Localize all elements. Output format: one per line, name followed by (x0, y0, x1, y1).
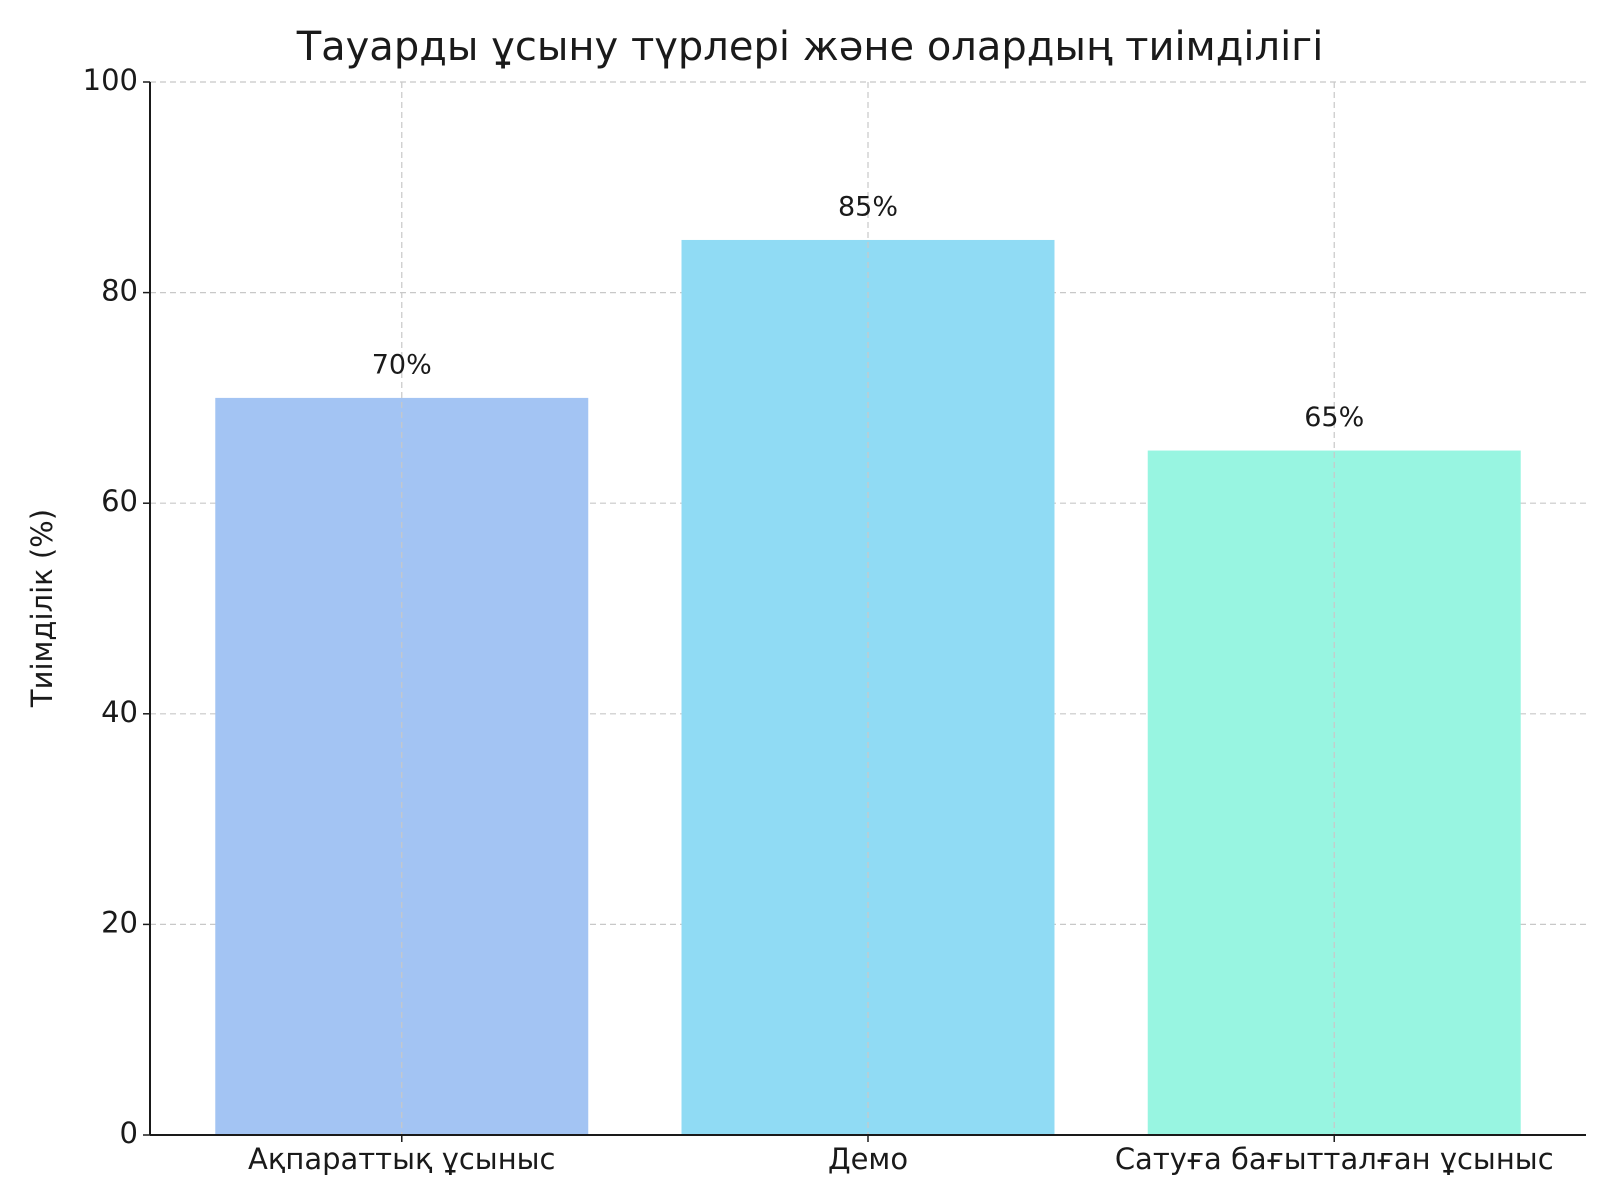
chart-title: Тауарды ұсыну түрлері және олардың тиімд… (296, 24, 1324, 70)
y-axis-label: Тиімділік (%) (25, 509, 59, 708)
y-tick-label: 100 (83, 63, 138, 97)
value-label: 70% (372, 349, 432, 380)
x-tick-label: Ақпараттық ұсыныс (248, 1142, 556, 1176)
x-tick-label: Сатуға бағытталған ұсыныс (1115, 1142, 1554, 1176)
value-label: 85% (838, 191, 898, 222)
x-tick-label: Демо (828, 1142, 908, 1176)
y-tick-label: 80 (101, 274, 138, 308)
y-tick-label: 0 (120, 1116, 138, 1150)
y-tick-label: 40 (101, 695, 138, 729)
y-tick-label: 60 (101, 484, 138, 518)
y-tick-label: 20 (101, 905, 138, 939)
value-label: 65% (1304, 402, 1364, 433)
